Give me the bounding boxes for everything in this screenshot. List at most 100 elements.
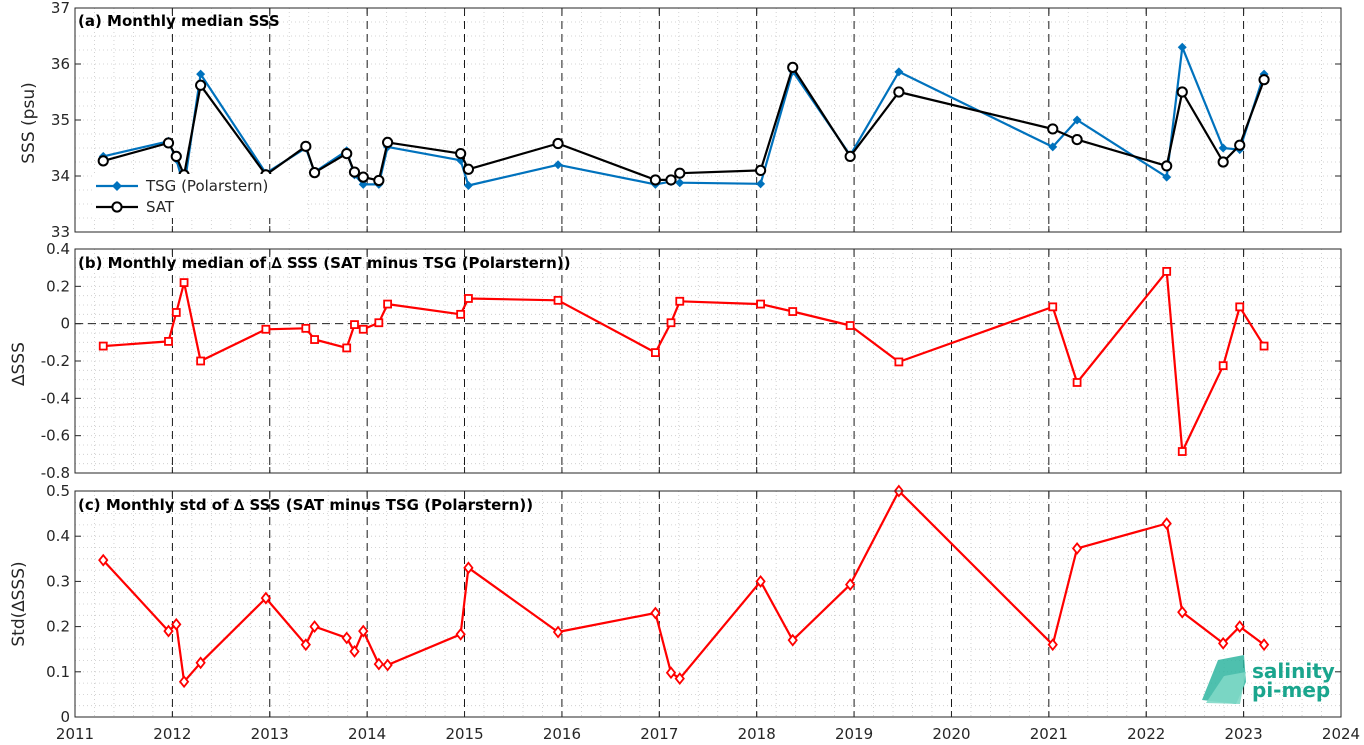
- y-tick-label: -0.2: [41, 352, 70, 370]
- data-point: [164, 336, 173, 346]
- data-point: [553, 160, 563, 170]
- data-point: [382, 136, 394, 148]
- data-point: [1048, 142, 1058, 152]
- data-point: [195, 656, 206, 670]
- data-point: [456, 309, 466, 319]
- data-point: [1071, 541, 1083, 555]
- y-tick-label: 33: [51, 223, 70, 241]
- y-tick-label: -0.8: [41, 464, 70, 482]
- y-tick-label: 37: [51, 0, 70, 17]
- data-point: [348, 166, 361, 178]
- y-tick-label: 0: [60, 315, 70, 333]
- data-point: [170, 150, 182, 162]
- y-tick-label: 36: [51, 55, 70, 73]
- data-point: [301, 323, 311, 333]
- data-point: [893, 86, 905, 98]
- legend-box: [92, 174, 304, 218]
- data-point: [674, 167, 686, 179]
- data-point: [341, 148, 353, 160]
- data-point: [1177, 42, 1187, 52]
- logo-wave-highlight-icon: [1206, 672, 1246, 704]
- data-point: [1048, 302, 1058, 312]
- data-point: [894, 357, 904, 367]
- data-point: [1161, 160, 1173, 172]
- data-point: [649, 174, 662, 186]
- data-point: [171, 308, 181, 317]
- legend-sat-marker: [111, 201, 123, 213]
- data-point: [1218, 361, 1228, 371]
- x-tick-label: 2023: [1225, 725, 1263, 743]
- x-tick-label: 2022: [1127, 725, 1165, 743]
- data-point: [373, 657, 384, 671]
- data-point: [308, 167, 321, 179]
- plot-frame: [74, 7, 1342, 233]
- data-point: [358, 324, 368, 334]
- data-point: [358, 624, 369, 638]
- data-point: [382, 658, 393, 672]
- data-point: [754, 164, 767, 176]
- data-point: [300, 638, 311, 652]
- data-point: [894, 67, 904, 77]
- data-point: [342, 343, 352, 353]
- data-point: [1162, 172, 1172, 182]
- data-point: [300, 140, 312, 152]
- panel-b-ylabel: ∆SSS: [9, 342, 29, 387]
- data-point: [674, 672, 685, 686]
- x-tick-label: 2016: [543, 725, 581, 743]
- data-point: [374, 318, 384, 328]
- data-point: [665, 666, 677, 680]
- data-point: [163, 624, 174, 638]
- data-point: [844, 150, 856, 162]
- data-point: [463, 561, 474, 575]
- data-point: [552, 137, 564, 150]
- y-tick-label: 0.3: [46, 572, 70, 590]
- data-point: [179, 278, 189, 288]
- data-point: [1162, 266, 1172, 276]
- data-point: [787, 633, 798, 647]
- data-point: [666, 318, 676, 328]
- data-point: [1177, 447, 1187, 456]
- data-point: [455, 627, 466, 641]
- legend: TSG (Polarstern) SAT: [92, 174, 304, 218]
- y-tick-label: -0.4: [41, 389, 70, 407]
- y-tick-label: 0.5: [46, 482, 70, 500]
- x-tick-label: 2019: [835, 725, 873, 743]
- data-point: [171, 617, 182, 631]
- data-point: [463, 181, 473, 191]
- data-point: [462, 163, 475, 175]
- panel-c-ylabel: Std(∆SSS): [9, 561, 29, 646]
- data-point: [845, 578, 856, 592]
- data-point: [788, 307, 798, 316]
- x-tick-label: 2021: [1030, 725, 1068, 743]
- data-point: [553, 295, 563, 305]
- data-point: [1177, 605, 1188, 619]
- series-line: [102, 489, 1265, 683]
- data-point: [195, 79, 207, 91]
- data-point: [373, 174, 385, 187]
- x-tick-label: 2024: [1322, 725, 1360, 743]
- x-tick-label: 2013: [251, 725, 289, 743]
- y-tick-label: 35: [51, 111, 70, 129]
- series-line: [102, 46, 1266, 189]
- salinity-pi-mep-logo: salinity pi-mep: [1202, 655, 1335, 704]
- data-point: [552, 625, 564, 639]
- series-line: [103, 270, 1266, 453]
- data-point: [756, 179, 766, 189]
- data-point: [1161, 517, 1172, 530]
- y-tick-label: 0: [60, 708, 70, 726]
- y-tick-label: 0.4: [46, 527, 70, 545]
- legend-tsg-label: TSG (Polarstern): [145, 177, 268, 195]
- data-point: [350, 320, 359, 330]
- legend-tsg-marker: [112, 181, 122, 191]
- y-tick-label: 0.1: [46, 663, 70, 681]
- plot-frame: [74, 490, 1342, 718]
- y-tick-label: 0.2: [46, 618, 70, 636]
- x-tick-label: 2012: [153, 725, 191, 743]
- data-point: [196, 356, 206, 366]
- data-point: [1218, 636, 1229, 650]
- y-tick-label: 34: [51, 167, 70, 185]
- data-point: [845, 321, 855, 330]
- data-point: [464, 294, 473, 303]
- data-point: [1258, 638, 1270, 652]
- logo-line1: salinity: [1252, 659, 1335, 683]
